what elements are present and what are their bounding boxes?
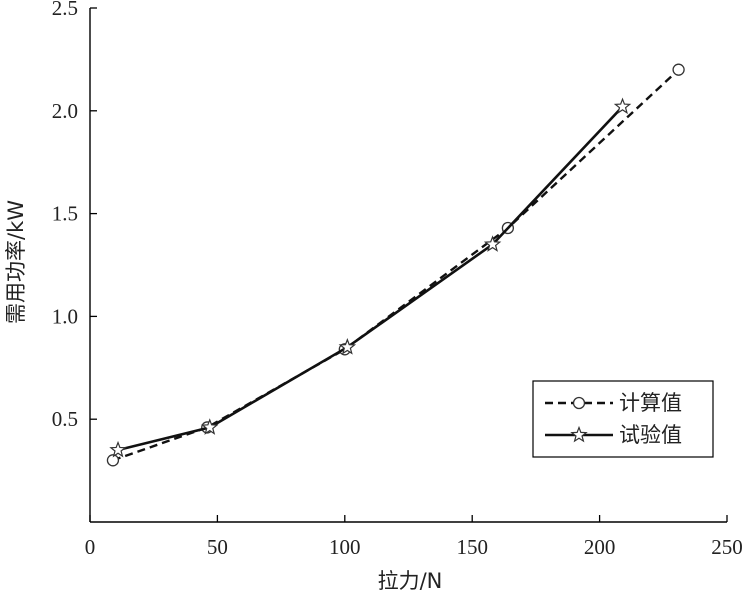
y-axis-label: 需用功率/kW [4, 200, 28, 324]
data-point [201, 418, 219, 435]
x-tick-label: 250 [711, 535, 743, 559]
legend-marker [570, 425, 588, 443]
data-point [338, 338, 357, 355]
legend-label: 试验值 [619, 423, 682, 447]
x-tick-label: 0 [85, 535, 96, 559]
data-point [109, 440, 127, 458]
legend-marker [572, 396, 586, 410]
x-axis-label: 拉力/N [378, 569, 443, 593]
axes: 0 50 100 150 200 250 0.5 1.0 1.5 2.0 2.5 [52, 0, 743, 559]
series-2 [109, 97, 632, 458]
x-tick-label: 200 [584, 535, 616, 559]
series-layer [106, 63, 685, 467]
data-point [613, 97, 632, 115]
data-point [672, 63, 685, 76]
y-tick-label: 0.5 [52, 407, 78, 431]
x-tick-label: 50 [207, 535, 228, 559]
y-tick-label: 1.0 [52, 304, 78, 328]
x-tick-label: 100 [329, 535, 361, 559]
data-point [483, 235, 502, 252]
y-tick-label: 2.0 [52, 99, 78, 123]
x-tick-label: 150 [456, 535, 488, 559]
series-line [112, 68, 680, 462]
data-point [106, 454, 120, 467]
y-tick-label: 1.5 [52, 202, 78, 226]
legend-box [532, 380, 714, 458]
y-tick-label: 2.5 [52, 0, 78, 20]
legend-label: 计算值 [619, 391, 682, 415]
